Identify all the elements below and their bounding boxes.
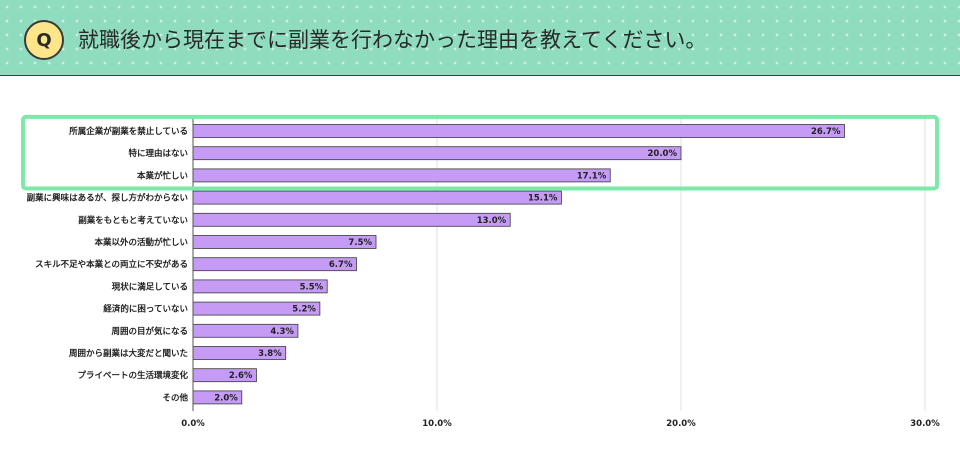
- category-label: 本業が忙しい: [137, 170, 188, 181]
- category-label: プライベートの生活環境変化: [77, 370, 188, 381]
- bar-value-label: 2.6%: [229, 371, 253, 381]
- category-label: 経済的に困っていない: [103, 304, 188, 315]
- question-header: Q 就職後から現在までに副業を行わなかった理由を教えてください。: [0, 0, 960, 76]
- bar: [192, 190, 562, 205]
- bar-value-label: 13.0%: [477, 216, 507, 226]
- x-tick-label: 10.0%: [422, 419, 452, 429]
- category-label: 副業に興味はあるが、探し方がわからない: [27, 193, 188, 204]
- category-label: 特に理由はない: [128, 148, 188, 159]
- bar-value-label: 5.2%: [292, 305, 316, 315]
- bar-value-label: 5.5%: [300, 282, 324, 292]
- bar-value-label: 20.0%: [648, 149, 678, 159]
- bar-chart: 26.7% 所属企業が副業を禁止している 20.0% 特に理由はない 17.1% 本業が忙…: [0, 76, 960, 469]
- bar-value-label: 7.5%: [348, 238, 372, 248]
- category-label: スキル不足や本業との両立に不安がある: [35, 259, 188, 270]
- bar-value-label: 2.0%: [214, 393, 238, 403]
- bar: [192, 212, 511, 227]
- bar-chart-svg: 26.7% 所属企業が副業を禁止している 20.0% 特に理由はない 17.1% 本業が忙…: [21, 114, 940, 429]
- category-label: 本業以外の活動が忙しい: [94, 237, 188, 248]
- category-label: 所属企業が副業を禁止している: [68, 126, 188, 137]
- bar-value-label: 4.3%: [270, 327, 294, 337]
- highlight-box: [21, 114, 939, 191]
- category-label: 副業をもともと考えていない: [78, 215, 188, 226]
- bar-value-label: 26.7%: [811, 127, 841, 137]
- category-label: 現状に満足している: [112, 281, 188, 292]
- x-tick-label: 0.0%: [181, 419, 205, 429]
- x-tick-label: 30.0%: [910, 419, 940, 429]
- category-label: 周囲の目が気になる: [111, 326, 188, 337]
- x-tick-label: 20.0%: [666, 419, 696, 429]
- bar-value-label: 3.8%: [258, 349, 282, 359]
- bar: [192, 146, 682, 161]
- bar: [192, 168, 611, 183]
- bar-value-label: 6.7%: [329, 260, 353, 270]
- category-label: その他: [162, 392, 188, 403]
- category-label: 周囲から副業は大変だと聞いた: [69, 348, 188, 359]
- question-text: 就職後から現在までに副業を行わなかった理由を教えてください。: [78, 28, 707, 52]
- bar-value-label: 15.1%: [528, 194, 558, 204]
- bar-value-label: 17.1%: [577, 171, 607, 181]
- bar: [192, 124, 845, 138]
- question-badge: Q: [24, 20, 64, 60]
